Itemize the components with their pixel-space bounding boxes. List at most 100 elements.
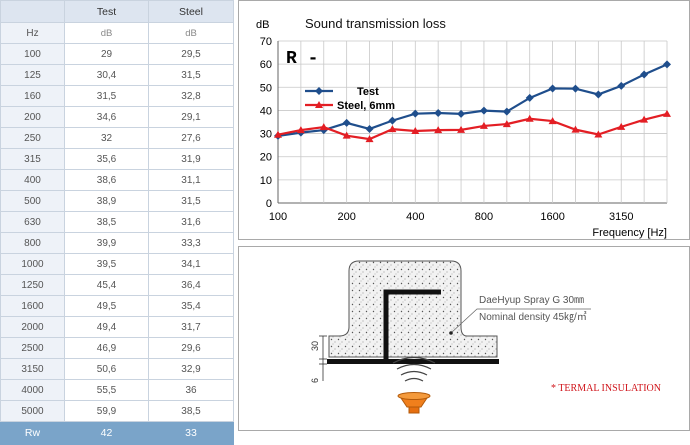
data-point xyxy=(617,81,626,90)
table-cell: 31,5 xyxy=(148,190,234,212)
table-cell: 315 xyxy=(0,148,65,170)
data-point xyxy=(319,126,328,135)
data-point xyxy=(274,130,282,138)
sound-wave-icon xyxy=(392,356,436,382)
table-cell: 29,1 xyxy=(148,106,234,128)
data-point xyxy=(457,125,466,133)
y-tick-label: 50 xyxy=(260,82,272,94)
spray-insulation-shape xyxy=(328,260,498,358)
table-cell: 49,5 xyxy=(64,295,149,317)
table-row: 250 32 27,6 xyxy=(0,127,234,149)
data-table: Test Steel Hz dB dB 100 29 29,5 125 30,4 31,5 160 31… xyxy=(0,0,234,445)
table-cell: 35,6 xyxy=(64,148,149,170)
data-point xyxy=(479,121,488,129)
table-row: 4000 55,5 36 xyxy=(0,379,234,401)
table-cell: 30,4 xyxy=(64,64,149,86)
table-row: 2000 49,4 31,7 xyxy=(0,316,234,338)
table-cell: 39,9 xyxy=(64,232,149,254)
legend-label: Test xyxy=(357,86,379,98)
table-cell: 55,5 xyxy=(64,379,149,401)
data-point xyxy=(502,120,511,128)
x-tick-label: 800 xyxy=(475,211,493,223)
series-layer xyxy=(274,60,671,143)
leader-dot xyxy=(449,331,453,335)
table-row: 315 35,6 31,9 xyxy=(0,148,234,170)
table-cell: 49,4 xyxy=(64,316,149,338)
table-cell: 1000 xyxy=(0,253,65,275)
data-point xyxy=(663,109,671,117)
table-cell: 59,9 xyxy=(64,400,149,422)
legend-marker xyxy=(315,87,323,95)
table-cell: 39,5 xyxy=(64,253,149,275)
data-point xyxy=(434,108,443,117)
diagram-panel: 30 6 DaeHyup Spray G 30㎜ Nominal density… xyxy=(238,246,690,431)
table-cell: 32,9 xyxy=(148,358,234,380)
table-cell: 29 xyxy=(64,43,149,65)
table-row: 500 38,9 31,5 xyxy=(0,190,234,212)
data-point xyxy=(388,116,397,125)
table-row: 100 29 29,5 xyxy=(0,43,234,65)
table-row: 1000 39,5 34,1 xyxy=(0,253,234,275)
table-cell: 34,6 xyxy=(64,106,149,128)
table-cell: 33 xyxy=(148,421,234,445)
table-row: 1600 49,5 35,4 xyxy=(0,295,234,317)
y-tick-label: 20 xyxy=(260,152,272,164)
data-point xyxy=(342,118,351,127)
table-cell: 250 xyxy=(0,127,65,149)
table-row: 160 31,5 32,8 xyxy=(0,85,234,107)
product-label: DaeHyup Spray G 30㎜ xyxy=(479,295,584,306)
table-cell: 4000 xyxy=(0,379,65,401)
table-row: 5000 59,9 38,5 xyxy=(0,400,234,422)
table-row: 800 39,9 33,3 xyxy=(0,232,234,254)
table-cell: 42 xyxy=(64,421,149,445)
data-point xyxy=(548,84,557,93)
x-tick-label: 100 xyxy=(269,211,287,223)
series-line-1 xyxy=(277,112,668,141)
data-point xyxy=(388,125,397,133)
data-point xyxy=(365,124,374,133)
dimension-lines xyxy=(319,335,327,381)
table-row: 630 38,5 31,6 xyxy=(0,211,234,233)
table-cell: 31,9 xyxy=(148,148,234,170)
y-tick-label: 40 xyxy=(260,105,272,117)
table-cell: 125 xyxy=(0,64,65,86)
table-cell: dB xyxy=(148,22,234,44)
data-point xyxy=(457,109,466,118)
data-point xyxy=(525,93,534,102)
table-cell: 29,6 xyxy=(148,337,234,359)
table-cell: 38,5 xyxy=(64,211,149,233)
column-header: Test xyxy=(64,0,149,23)
leader-line xyxy=(450,308,591,334)
table-cell: 1600 xyxy=(0,295,65,317)
data-point xyxy=(640,115,649,123)
data-point xyxy=(571,125,580,133)
table-footer-row: Rw 42 33 xyxy=(0,421,234,445)
data-point xyxy=(617,122,626,130)
table-cell: 34,1 xyxy=(148,253,234,275)
table-row: 3150 50,6 32,9 xyxy=(0,358,234,380)
x-tick-label: 3150 xyxy=(609,211,633,223)
table-cell: 32,8 xyxy=(148,85,234,107)
table-cell: 3150 xyxy=(0,358,65,380)
steel-stiffener xyxy=(383,289,441,359)
line-chart: Sound transmission loss R - dB Frequency… xyxy=(256,16,671,239)
table-cell: 100 xyxy=(0,43,65,65)
table-cell: 38,6 xyxy=(64,169,149,191)
data-point xyxy=(502,107,511,116)
table-cell: 1250 xyxy=(0,274,65,296)
legend-label: Steel, 6mm xyxy=(337,100,395,112)
table-row: Hz dB dB xyxy=(0,22,234,44)
table-cell: 32 xyxy=(64,127,149,149)
table-header-row: Test Steel xyxy=(0,0,234,23)
table-cell: 33,3 xyxy=(148,232,234,254)
table-cell: 31,5 xyxy=(64,85,149,107)
column-header: Steel xyxy=(148,0,234,23)
y-tick-label: 30 xyxy=(260,129,272,141)
table-cell: 2000 xyxy=(0,316,65,338)
steel-plate xyxy=(327,359,499,364)
data-point xyxy=(411,109,420,118)
table-cell: Hz xyxy=(0,22,65,44)
table-cell: 5000 xyxy=(0,400,65,422)
legend-marker xyxy=(315,101,323,108)
table-cell: Rw xyxy=(0,421,65,445)
